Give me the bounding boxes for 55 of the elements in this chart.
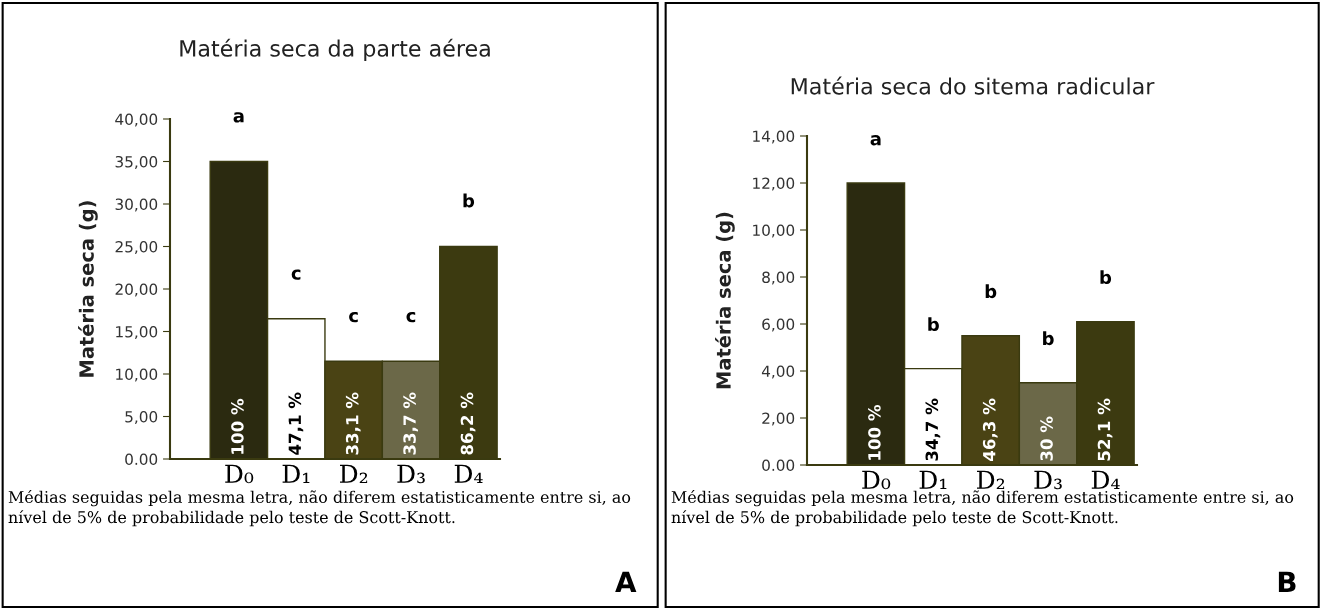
annotation: b — [463, 193, 475, 208]
annotation: a — [233, 112, 244, 123]
y-tick-label: 10,00 — [753, 224, 795, 238]
y-tick-label: 30,00 — [115, 198, 158, 212]
x-tick-label: D₂ — [340, 464, 368, 483]
text: Médias seguidas pela mesma letra, não diferem estatisticamente entre si, ao nível de 5% de probabilidade pelo teste de Scott-Knott. — [671, 490, 1294, 527]
y-tick-label: 12,00 — [753, 177, 795, 191]
annotation: 34,7 % — [925, 398, 941, 461]
x-tick-label: D₄ — [454, 464, 483, 483]
annotation: 86,2 % — [460, 392, 476, 455]
annotation: c — [349, 311, 358, 323]
y-tick-label: 6,00 — [762, 318, 795, 332]
annotation: 33,1 % — [345, 392, 361, 455]
annotation: a — [870, 135, 881, 146]
annotation: c — [406, 311, 416, 323]
x-tick-label: D₀ — [862, 470, 891, 490]
annotation: b — [985, 284, 997, 299]
y-axis-title: Matéria seca (g) — [715, 212, 735, 389]
y-tick-label: 5,00 — [125, 410, 158, 425]
x-tick-label: D₃ — [1034, 470, 1062, 490]
annotation: 100 % — [231, 398, 244, 454]
annotation: b — [928, 317, 939, 332]
y-tick-label: 35,00 — [115, 155, 158, 170]
y-tick-label: 14,00 — [753, 130, 795, 144]
y-axis-title: Matéria seca (g) — [78, 201, 98, 377]
y-tick-label: 10,00 — [116, 368, 158, 382]
annotation: 33,7 % — [403, 392, 419, 455]
text: B — [1278, 571, 1296, 593]
chart-title: Matéria seca do sitema radicular — [791, 76, 1155, 95]
y-tick-label: 0.00 — [125, 453, 158, 466]
annotation: b — [1043, 331, 1054, 346]
x-tick-label: D₄ — [1091, 470, 1120, 489]
y-tick-label: 0.00 — [762, 459, 795, 472]
annotation: 100 % — [868, 404, 881, 460]
y-tick-label: 2,00 — [762, 412, 795, 426]
annotation: 52,1 % — [1097, 398, 1113, 461]
x-tick-label: D₂ — [977, 470, 1005, 489]
y-tick-label: 15,00 — [116, 325, 158, 340]
y-tick-label: 40,00 — [115, 113, 158, 127]
y-tick-label: 25,00 — [115, 240, 158, 255]
annotation: 47,1 % — [288, 392, 304, 455]
y-tick-label: 20,00 — [115, 283, 158, 297]
annotation: b — [1100, 270, 1112, 285]
x-tick-label: D₃ — [397, 464, 425, 484]
chart-title: Matéria seca da parte aérea — [180, 38, 490, 62]
text: Médias seguidas pela mesma letra, não diferem estatisticamente entre si, ao nível de 5% de probabilidade pelo teste de Scott-Knott. — [8, 490, 631, 527]
annotation: 30 % — [1040, 416, 1053, 461]
x-tick-label: D₀ — [225, 464, 254, 484]
text: A — [615, 571, 637, 593]
y-tick-label: 4,00 — [761, 365, 795, 379]
y-tick-label: 8,00 — [762, 271, 795, 285]
x-tick-label: D₁ — [919, 470, 947, 489]
annotation: 46,3 % — [982, 398, 998, 461]
annotation: c — [291, 269, 301, 280]
x-tick-label: D₁ — [282, 464, 310, 483]
